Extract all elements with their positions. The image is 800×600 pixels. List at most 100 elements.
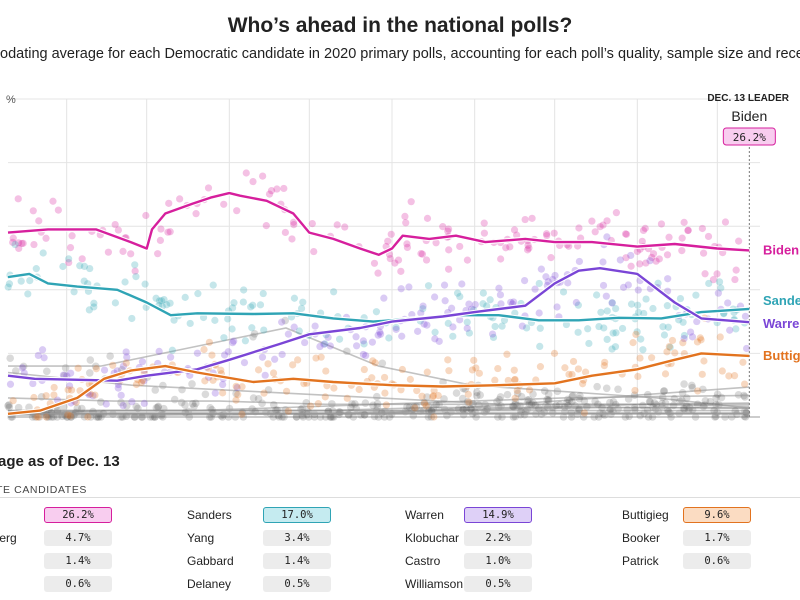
poll-dot-buttigieg bbox=[132, 380, 141, 389]
poll-dot-warren bbox=[741, 312, 750, 320]
poll-dot-buttigieg bbox=[321, 393, 329, 401]
poll-dot-biden bbox=[565, 242, 573, 250]
poll-dot-sanders bbox=[230, 299, 238, 307]
poll-dot-buttigieg bbox=[465, 398, 473, 406]
poll-dot-warren bbox=[537, 265, 545, 273]
poll-dot-biden bbox=[397, 267, 405, 275]
poll-dot-biden bbox=[154, 250, 162, 258]
poll-dot-buttigieg bbox=[472, 364, 480, 372]
leader-name: Biden bbox=[731, 108, 767, 124]
poll-dot-warren bbox=[564, 279, 572, 287]
poll-dot-sanders bbox=[248, 324, 256, 332]
poll-dot-other bbox=[614, 385, 622, 394]
poll-dot-warren bbox=[497, 300, 505, 308]
poll-dot-sanders bbox=[559, 288, 568, 296]
poll-dot-biden bbox=[657, 220, 666, 228]
poll-dot-other bbox=[496, 393, 505, 401]
poll-dot-warren bbox=[224, 348, 232, 356]
poll-dot-other bbox=[360, 411, 369, 419]
poll-dot-other bbox=[567, 408, 576, 417]
poll-dot-sanders bbox=[603, 307, 611, 315]
candidate-name: Gabbard bbox=[187, 554, 234, 568]
poll-dot-sanders bbox=[489, 333, 498, 342]
poll-dot-other bbox=[580, 397, 589, 405]
poll-dot-other bbox=[19, 362, 28, 371]
poll-dot-biden bbox=[731, 275, 739, 284]
poll-dot-other bbox=[591, 397, 599, 406]
poll-dot-sanders bbox=[155, 297, 164, 305]
poll-dot-other bbox=[425, 407, 433, 415]
poll-dot-other bbox=[661, 399, 670, 407]
poll-dot-buttigieg bbox=[698, 370, 706, 378]
poll-dot-biden bbox=[603, 217, 611, 225]
poll-dot-sanders bbox=[229, 304, 237, 312]
poll-dot-other bbox=[403, 403, 411, 411]
poll-dot-warren bbox=[743, 344, 751, 353]
poll-dot-warren bbox=[374, 331, 382, 339]
candidate-name: Buttigieg bbox=[622, 508, 669, 522]
poll-dot-sanders bbox=[4, 283, 12, 291]
poll-dot-warren bbox=[326, 342, 334, 350]
poll-dot-other bbox=[469, 400, 477, 408]
poll-dot-other bbox=[498, 413, 506, 421]
poll-dot-sanders bbox=[241, 337, 250, 345]
poll-dot-warren bbox=[167, 353, 175, 361]
poll-dot-biden bbox=[684, 226, 692, 234]
poll-dot-sanders bbox=[372, 308, 381, 316]
poll-dot-biden bbox=[701, 270, 709, 278]
poll-dot-buttigieg bbox=[579, 380, 587, 388]
poll-dot-other bbox=[544, 395, 553, 404]
candidate-value: 0.6% bbox=[44, 576, 112, 592]
poll-dot-other bbox=[544, 390, 553, 399]
poll-dot-warren bbox=[233, 383, 241, 392]
poll-dot-other bbox=[151, 386, 160, 394]
poll-dot-sanders bbox=[26, 277, 34, 285]
poll-dot-sanders bbox=[634, 308, 643, 317]
poll-dot-warren bbox=[219, 380, 227, 389]
poll-dot-warren bbox=[624, 281, 632, 289]
poll-dot-sanders bbox=[639, 346, 647, 354]
poll-dot-biden bbox=[403, 243, 412, 252]
poll-dot-sanders bbox=[209, 281, 217, 289]
poll-dot-buttigieg bbox=[66, 412, 74, 420]
poll-dot-sanders bbox=[90, 303, 98, 311]
poll-dot-buttigieg bbox=[137, 378, 146, 387]
poll-dot-buttigieg bbox=[369, 357, 377, 365]
poll-dot-biden bbox=[9, 238, 17, 246]
poll-dot-sanders bbox=[483, 302, 491, 310]
poll-dot-biden bbox=[652, 257, 660, 265]
poll-dot-other bbox=[280, 413, 288, 421]
poll-dot-sanders bbox=[574, 328, 582, 336]
poll-dot-buttigieg bbox=[397, 386, 405, 394]
poll-dot-other bbox=[688, 405, 697, 414]
poll-dot-other bbox=[424, 413, 433, 421]
poll-dot-sanders bbox=[39, 249, 47, 257]
poll-dot-biden bbox=[42, 234, 50, 242]
poll-dot-buttigieg bbox=[64, 386, 72, 394]
poll-dot-other bbox=[636, 411, 644, 420]
poll-dot-sanders bbox=[597, 308, 605, 316]
poll-dot-warren bbox=[100, 366, 109, 374]
poll-dot-buttigieg bbox=[322, 367, 330, 375]
poll-dot-buttigieg bbox=[511, 394, 519, 402]
poll-dot-biden bbox=[547, 254, 555, 262]
poll-dot-other bbox=[5, 403, 13, 412]
poll-dot-warren bbox=[155, 347, 163, 355]
poll-dot-biden bbox=[591, 228, 599, 236]
poll-dot-biden bbox=[445, 265, 453, 273]
poll-dot-biden bbox=[407, 198, 415, 206]
poll-dot-other bbox=[122, 401, 131, 410]
poll-dot-other bbox=[326, 413, 335, 421]
poll-dot-sanders bbox=[609, 329, 617, 337]
poll-dot-other bbox=[249, 394, 258, 402]
candidate-value: 26.2% bbox=[44, 507, 112, 523]
poll-dot-other bbox=[321, 413, 330, 421]
poll-dot-sanders bbox=[660, 331, 669, 339]
poll-dot-other bbox=[206, 404, 214, 412]
poll-dot-biden bbox=[525, 244, 533, 252]
poll-dot-other bbox=[97, 398, 105, 406]
poll-dot-warren bbox=[290, 323, 298, 331]
poll-dot-biden bbox=[394, 256, 403, 264]
poll-dot-biden bbox=[78, 255, 86, 263]
poll-dot-biden bbox=[157, 225, 165, 233]
